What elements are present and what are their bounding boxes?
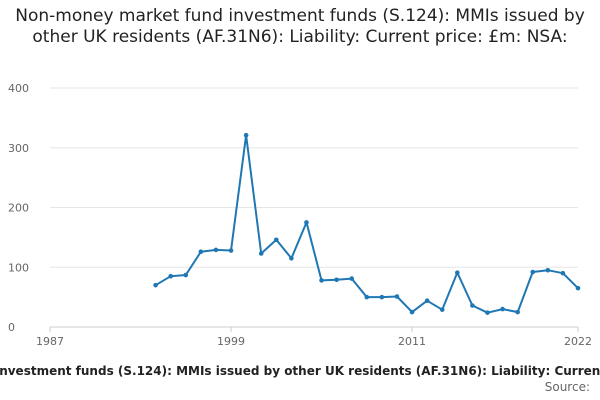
data-point[interactable]	[258, 251, 264, 256]
data-point[interactable]	[198, 249, 204, 255]
data-point[interactable]	[243, 132, 249, 138]
data-point[interactable]	[560, 270, 566, 276]
source-label: Source:	[544, 380, 590, 394]
data-point[interactable]	[153, 282, 158, 288]
chart-title: Non-money market fund investment funds (…	[15, 6, 585, 47]
x-tick-label: 1987	[36, 335, 64, 348]
data-point[interactable]	[319, 278, 324, 283]
data-point[interactable]	[470, 303, 475, 308]
y-tick-label: 100	[8, 261, 29, 274]
data-point[interactable]	[424, 298, 430, 304]
series-line-0	[155, 134, 579, 314]
x-tick-label: 2011	[398, 335, 426, 348]
data-point[interactable]	[334, 277, 339, 283]
data-point[interactable]	[439, 307, 445, 312]
data-point[interactable]	[304, 220, 309, 225]
gridlines	[50, 87, 578, 268]
data-point[interactable]	[394, 294, 400, 299]
data-point[interactable]	[545, 267, 551, 273]
y-tick-label: 300	[8, 142, 29, 155]
x-axis: 1987 1999 2011 2022	[36, 326, 592, 348]
data-point[interactable]	[289, 255, 294, 261]
data-point[interactable]	[183, 272, 189, 278]
y-tick-label: 0	[8, 321, 15, 334]
data-point[interactable]	[213, 247, 219, 253]
data-point[interactable]	[273, 237, 279, 243]
x-tick-label: 1999	[217, 335, 245, 348]
y-axis-ticks: 0 100 200 300 400	[8, 82, 29, 334]
data-point[interactable]	[379, 294, 385, 300]
data-point[interactable]	[500, 306, 505, 312]
data-point[interactable]	[515, 309, 520, 315]
data-point[interactable]	[409, 309, 415, 315]
data-point[interactable]	[530, 269, 536, 275]
series-layer	[153, 132, 581, 315]
data-point[interactable]	[485, 310, 490, 315]
data-point[interactable]	[349, 276, 355, 281]
footer-series-label: fund investment funds (S.124): MMIs issu…	[0, 364, 600, 378]
data-point[interactable]	[364, 294, 370, 300]
y-tick-label: 200	[8, 202, 29, 215]
data-point[interactable]	[575, 285, 581, 291]
x-tick-label: 2022	[564, 335, 592, 348]
y-tick-label: 400	[8, 82, 29, 95]
data-point[interactable]	[455, 270, 460, 275]
data-point[interactable]	[168, 273, 173, 279]
data-point[interactable]	[228, 248, 234, 253]
